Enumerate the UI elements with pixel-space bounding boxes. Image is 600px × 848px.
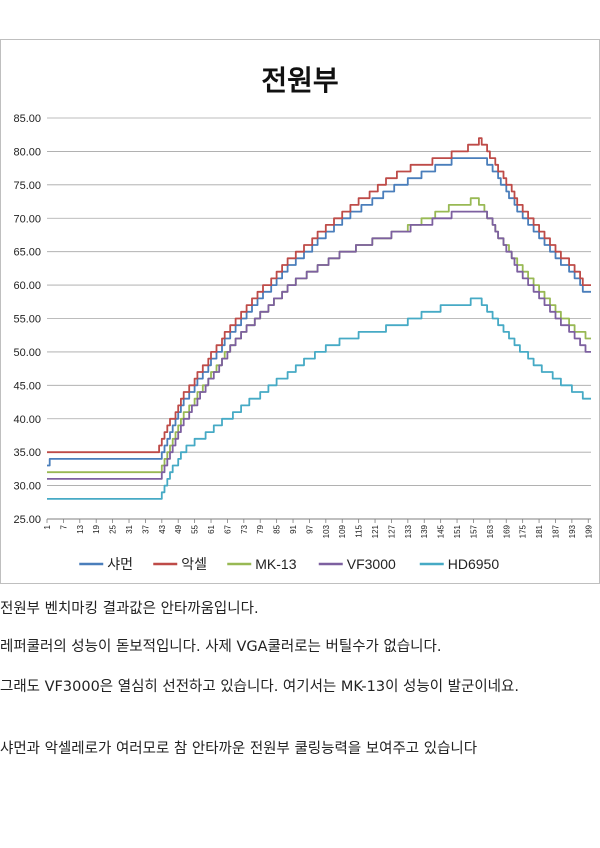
x-tick-label: 55 [191,524,200,533]
y-tick-label: 85.00 [13,113,41,125]
chart-title: 전원부 [261,64,338,97]
x-tick-label: 25 [109,524,118,533]
x-tick-label: 157 [469,524,478,538]
line-chart: 전원부 25.00 30.00 35.00 40.00 45.00 50.00 55.00 60… [13,64,593,572]
y-tick-label: 50.00 [13,347,41,359]
legend-label-HD6950: HD6950 [448,556,500,572]
series-line-악셀 [47,137,591,454]
x-tick-label: 1 [43,524,52,529]
x-tick-label: 121 [371,524,380,538]
y-tick-label: 30.00 [13,481,41,493]
legend-label-MK-13: MK-13 [255,556,296,572]
x-tick-label: 133 [404,524,413,538]
x-tick-label: 97 [305,524,314,533]
legend-label-악셀: 악셀 [181,556,207,572]
y-tick-label: 40.00 [13,414,41,426]
y-tick-label: 70.00 [13,213,41,225]
x-tick-label: 115 [355,524,364,537]
x-tick-label: 43 [158,524,167,533]
x-tick-label: 151 [453,524,462,538]
paragraph-4: 샤먼과 악셀레로가 여러모로 참 안타까운 전원부 쿨링능력을 보여주고 있습니… [0,741,478,757]
y-tick-label: 75.00 [13,180,41,192]
x-tick-label: 73 [240,524,249,533]
x-tick-label: 181 [535,524,544,538]
x-tick-label: 91 [289,524,298,533]
chart-frame: 전원부 25.00 30.00 35.00 40.00 45.00 50.00 55.00 60… [0,39,600,584]
x-tick-label: 127 [387,524,396,538]
x-tick-label: 31 [125,524,134,533]
x-tick-label: 37 [141,524,150,533]
y-tick-label: 25.00 [13,514,41,526]
legend-label-VF3000: VF3000 [347,556,396,572]
x-tick-label: 169 [502,524,511,538]
y-tick-label: 35.00 [13,447,41,459]
x-tick-label: 49 [174,524,183,533]
paragraph-2: 레퍼쿨러의 성능이 돋보적입니다. 사제 VGA쿨러로는 버틸수가 없습니다. [0,639,442,655]
x-tick-label: 199 [584,524,593,538]
y-tick-label: 55.00 [13,314,41,326]
legend-label-샤먼: 샤먼 [107,556,133,572]
x-tick-label: 61 [207,524,216,533]
series-line-VF3000 [47,210,591,480]
paragraph-1: 전원부 벤치마킹 결과값은 안타까움입니다. [0,601,259,617]
x-tick-label: 139 [420,524,429,538]
series-line-샤먼 [47,157,591,467]
x-tick-label: 163 [486,524,495,538]
x-tick-label: 193 [568,524,577,538]
x-tick-label: 79 [256,524,265,533]
x-tick-label: 85 [273,524,282,533]
y-tick-label: 80.00 [13,146,41,158]
x-tick-label: 103 [322,524,331,538]
series-line-HD6950 [47,297,591,500]
paragraph-3: 그래도 VF3000은 열심히 선전하고 있습니다. 여기서는 MK-13이 성… [0,679,519,695]
y-tick-label: 45.00 [13,380,41,392]
x-tick-label: 13 [76,524,85,533]
x-tick-label: 175 [519,524,528,538]
x-tick-label: 187 [551,524,560,538]
x-tick-label: 145 [437,524,446,538]
x-tick-label: 7 [59,524,68,529]
y-tick-label: 60.00 [13,280,41,292]
x-tick-label: 109 [338,524,347,538]
y-tick-label: 65.00 [13,247,41,259]
x-tick-label: 19 [92,524,101,533]
x-tick-label: 67 [223,524,232,533]
